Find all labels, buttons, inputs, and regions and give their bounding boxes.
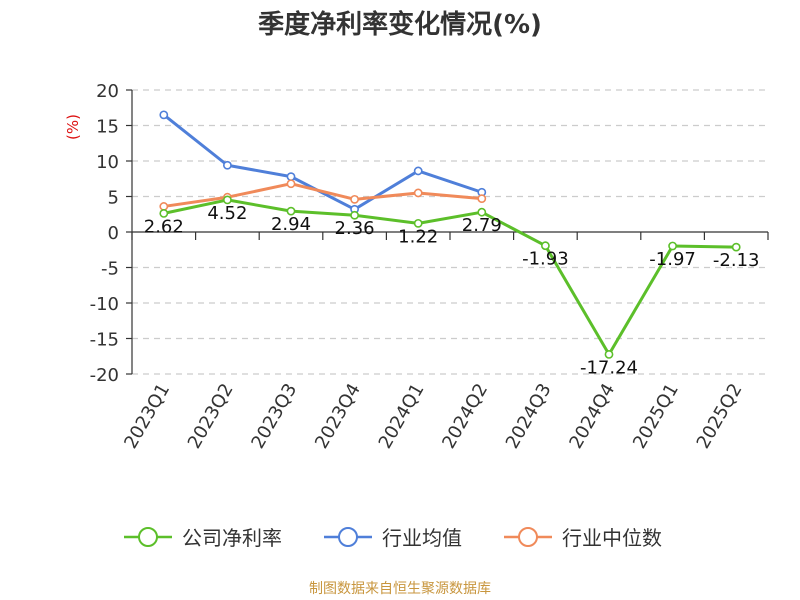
y-tick-label: 15	[96, 117, 119, 138]
data-label-layer: 2.62 4.52 2.94 2.36 1.22 2.79 -1.93 -17.24 -1.97…	[144, 203, 760, 378]
legend-label: 行业中位数	[562, 526, 662, 550]
data-label: 2.94	[271, 214, 311, 235]
y-tick-label: -20	[90, 365, 119, 386]
series-line	[163, 182, 482, 208]
source-note: 制图数据来自恒生聚源数据库	[309, 581, 491, 597]
x-tick-label: 2023Q2	[184, 380, 238, 452]
data-label: 4.52	[207, 203, 247, 224]
x-tick-label: 2023Q3	[247, 380, 301, 452]
x-tick-label: 2024Q2	[438, 380, 492, 452]
data-point	[159, 110, 169, 120]
data-label: 2.36	[335, 218, 375, 239]
legend-label: 公司净利率	[182, 526, 282, 550]
data-point	[286, 172, 296, 182]
series-line	[163, 198, 737, 356]
legend-marker	[518, 527, 538, 547]
data-point	[413, 166, 423, 176]
chart-title: 季度净利率变化情况(%)	[258, 10, 542, 40]
data-point	[222, 160, 232, 170]
y-axis-label: (%)	[64, 114, 82, 140]
legend-label: 行业均值	[382, 526, 462, 550]
data-point	[541, 241, 550, 251]
data-point	[159, 208, 169, 218]
y-tick-label: 20	[96, 81, 119, 102]
grid-layer	[132, 89, 768, 375]
series-layer	[159, 110, 741, 359]
x-tick-label: 2023Q4	[311, 380, 365, 452]
y-tick-label: 10	[96, 152, 119, 173]
data-label: -2.13	[713, 250, 760, 271]
data-point	[604, 350, 614, 359]
y-tick-label: -10	[90, 294, 119, 315]
data-point	[668, 241, 677, 251]
x-tick-label: 2024Q3	[502, 380, 556, 452]
legend-marker	[338, 527, 358, 547]
data-label: -1.97	[649, 249, 696, 270]
y-tick-label: 0	[108, 223, 119, 244]
y-tick-label: -15	[90, 330, 119, 351]
data-point	[731, 242, 741, 252]
data-point	[286, 179, 296, 189]
data-label: 2.62	[144, 216, 184, 237]
data-label: 2.79	[462, 215, 502, 236]
data-point	[350, 210, 359, 220]
data-label: -1.93	[522, 249, 569, 270]
data-point	[477, 194, 487, 204]
data-label: -17.24	[580, 357, 638, 378]
x-tick-label: 2023Q1	[120, 380, 174, 452]
data-label: 1.22	[398, 226, 438, 247]
y-tick-label: -5	[101, 259, 119, 280]
y-tick-label: 5	[108, 188, 119, 209]
data-point	[286, 206, 296, 216]
data-point	[350, 194, 359, 204]
legend-marker	[138, 527, 158, 547]
data-point	[477, 207, 487, 217]
x-tick-label: 2025Q2	[693, 380, 747, 452]
data-point	[413, 218, 423, 228]
x-tick-label: 2025Q1	[629, 380, 683, 452]
legend: 公司净利率 行业均值 行业中位数	[124, 526, 662, 550]
data-point	[413, 188, 423, 198]
data-point	[222, 195, 232, 205]
data-point	[159, 202, 169, 211]
x-tick-label: 2024Q1	[375, 380, 429, 452]
x-tick-label: 2024Q4	[565, 380, 619, 452]
